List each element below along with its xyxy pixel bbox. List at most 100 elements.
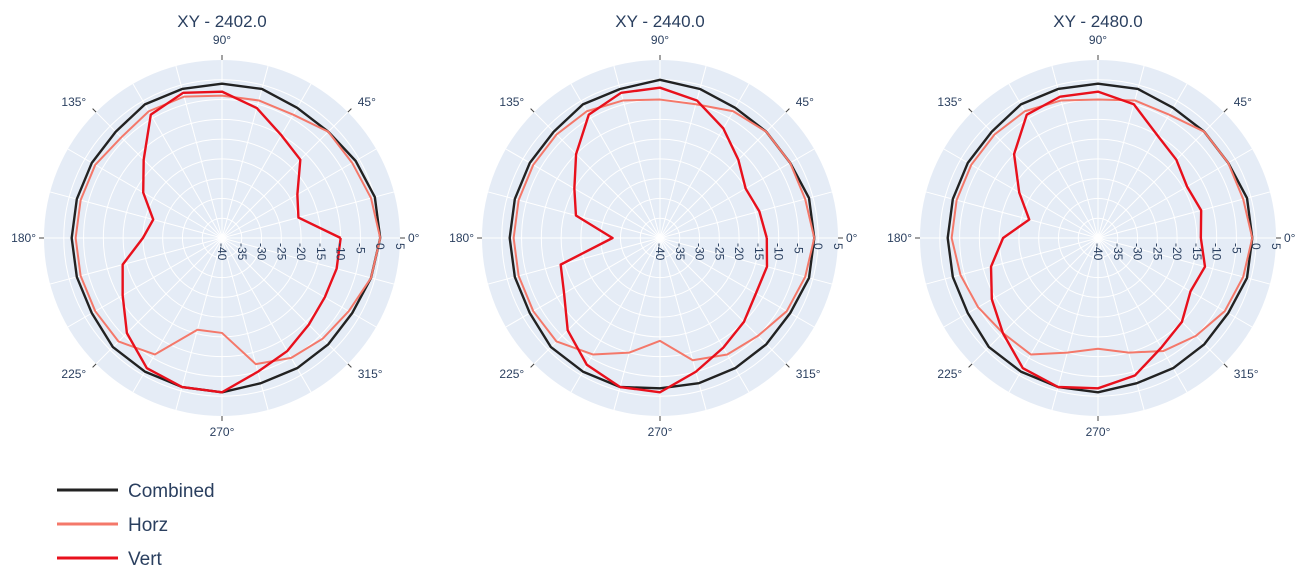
angular-tick <box>968 363 973 368</box>
angular-gridline <box>613 65 661 239</box>
angular-gridline <box>487 191 661 239</box>
angular-gridline <box>1097 191 1271 239</box>
legend-label: Horz <box>128 515 168 536</box>
angular-tick <box>785 363 790 368</box>
angular-gridline <box>221 111 349 239</box>
angular-tick-label: 0° <box>846 231 858 245</box>
angular-gridline <box>1097 237 1271 285</box>
radial-tick-label: 0 <box>1249 243 1263 250</box>
angular-gridline <box>533 237 661 365</box>
series-line-vert <box>121 90 342 394</box>
legend-label: Vert <box>128 549 163 570</box>
panel-title: XY - 2440.0 <box>615 12 704 31</box>
radial-tick-label: -40 <box>1091 243 1105 261</box>
radial-tick-label: 5 <box>1269 243 1283 250</box>
angular-gridline <box>132 83 223 239</box>
panel-title: XY - 2402.0 <box>177 12 266 31</box>
angular-gridline <box>221 237 377 328</box>
angular-tick-label: 270° <box>648 425 673 439</box>
angular-gridline <box>971 111 1099 239</box>
angular-tick-label: 270° <box>1086 425 1111 439</box>
angular-gridline <box>659 65 707 239</box>
angular-tick-label: 135° <box>499 95 524 109</box>
angular-gridline <box>1097 237 1225 365</box>
series-line-combined <box>946 82 1254 394</box>
radial-tick-label: -5 <box>791 243 805 254</box>
angular-tick-label: 90° <box>213 33 231 47</box>
angular-tick-label: 225° <box>937 367 962 381</box>
angular-gridline <box>1097 237 1253 328</box>
angular-gridline <box>925 237 1099 285</box>
angular-tick-label: 315° <box>358 367 383 381</box>
legend-label: Combined <box>128 481 215 502</box>
angular-gridline <box>659 237 750 393</box>
angular-tick <box>347 363 352 368</box>
radial-tick-label: 5 <box>831 243 845 250</box>
angular-gridline <box>221 191 395 239</box>
angular-gridline <box>1097 111 1225 239</box>
angular-tick-label: 45° <box>358 95 376 109</box>
angular-gridline <box>505 148 661 239</box>
angular-tick-label: 180° <box>11 231 36 245</box>
radial-tick-label: -25 <box>274 243 288 261</box>
radial-tick-label: -5 <box>1229 243 1243 254</box>
angular-tick <box>1223 363 1228 368</box>
angular-gridline <box>570 83 661 239</box>
angular-tick-label: 180° <box>449 231 474 245</box>
legend-item-combined[interactable]: Combined <box>57 481 215 502</box>
angular-gridline <box>221 237 312 393</box>
angular-gridline <box>659 191 833 239</box>
angular-gridline <box>1051 65 1099 239</box>
radial-tick-label: -10 <box>772 243 786 261</box>
angular-gridline <box>95 237 223 365</box>
radial-tick-label: 0 <box>373 243 387 250</box>
angular-gridline <box>49 191 223 239</box>
angular-gridline <box>175 65 223 239</box>
angular-tick <box>92 363 97 368</box>
angular-gridline <box>67 148 223 239</box>
angular-gridline <box>533 111 661 239</box>
radial-tick-label: -35 <box>1111 243 1125 261</box>
radial-tick-label: -30 <box>1131 243 1145 261</box>
panel-title: XY - 2480.0 <box>1053 12 1142 31</box>
angular-gridline <box>221 83 312 239</box>
polar-panel-2: 0° 45° 90° 135° 180° 225° 270° 315° -40 -35 -30 -25… <box>449 12 858 439</box>
angular-gridline <box>659 237 707 411</box>
radial-tick-label: -10 <box>334 243 348 261</box>
angular-gridline <box>1008 83 1099 239</box>
legend-item-vert[interactable]: Vert <box>57 549 163 570</box>
angular-tick-label: 90° <box>651 33 669 47</box>
radial-tick-label: -30 <box>255 243 269 261</box>
angular-gridline <box>1097 237 1145 411</box>
radial-tick-label: 0 <box>811 243 825 250</box>
angular-gridline <box>221 237 349 365</box>
angular-gridline <box>95 111 223 239</box>
radial-tick-label: -15 <box>314 243 328 261</box>
angular-tick-label: 135° <box>61 95 86 109</box>
angular-tick-label: 135° <box>937 95 962 109</box>
angular-gridline <box>659 237 787 365</box>
series-line-horz <box>512 98 816 362</box>
radial-tick-label: 5 <box>393 243 407 250</box>
angular-gridline <box>659 237 833 285</box>
angular-tick-label: 315° <box>796 367 821 381</box>
angular-gridline <box>221 237 395 285</box>
angular-gridline <box>659 111 787 239</box>
angular-gridline <box>505 237 661 328</box>
angular-tick-label: 90° <box>1089 33 1107 47</box>
legend-item-horz[interactable]: Horz <box>57 515 168 536</box>
angular-tick <box>785 108 790 113</box>
angular-tick <box>968 108 973 113</box>
angular-gridline <box>487 237 661 285</box>
angular-gridline <box>221 237 269 411</box>
polar-panel-3: 0° 45° 90° 135° 180° 225° 270° 315° -40 -35 -30 -25… <box>887 12 1296 439</box>
polar-panel-1: 0° 45° 90° 135° 180° 225° 270° 315° -40 -35 -30 -25… <box>11 12 420 439</box>
radial-tick-label: -40 <box>653 243 667 261</box>
angular-gridline <box>221 65 269 239</box>
series-line-horz <box>74 94 382 366</box>
series-line-combined <box>70 82 382 394</box>
radial-tick-label: -25 <box>712 243 726 261</box>
radial-tick-label: -15 <box>1190 243 1204 261</box>
angular-gridline <box>67 237 223 328</box>
